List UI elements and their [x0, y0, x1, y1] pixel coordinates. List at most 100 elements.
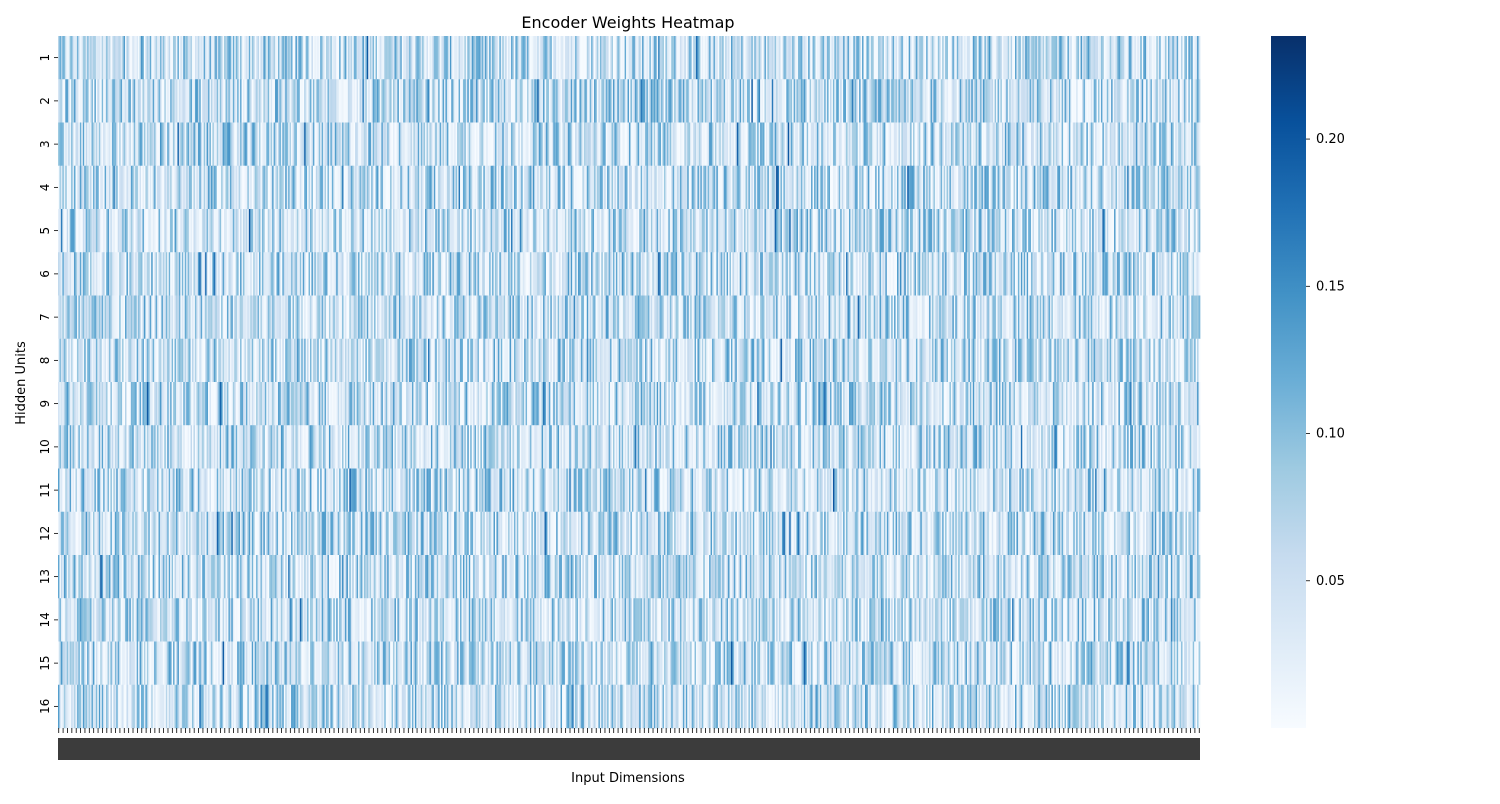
heatmap-cell [1000, 209, 1003, 253]
heatmap-cell [497, 79, 500, 123]
heatmap-cell [679, 165, 682, 210]
heatmap-cell [898, 122, 901, 167]
heatmap-cell [487, 36, 490, 80]
heatmap-cell [655, 79, 658, 123]
heatmap-cell [978, 165, 981, 210]
heatmap-cell [962, 79, 965, 123]
heatmap-cell [518, 122, 521, 167]
heatmap-cell [864, 36, 867, 80]
heatmap-cell [420, 79, 423, 123]
heatmap-cell [1149, 165, 1151, 210]
heatmap-cell [765, 122, 768, 167]
heatmap-cell [869, 165, 872, 210]
heatmap-cell [390, 36, 392, 80]
heatmap-cell [422, 122, 424, 167]
heatmap-cell [242, 122, 245, 167]
heatmap-cell [706, 209, 709, 253]
heatmap-cell [277, 209, 280, 253]
heatmap-cell [279, 79, 282, 123]
heatmap-cell [649, 79, 652, 123]
heatmap-cell [1185, 36, 1188, 80]
heatmap-cell [254, 165, 257, 210]
heatmap-cell [930, 79, 933, 123]
heatmap-cell [1170, 79, 1173, 123]
heatmap-cell [282, 165, 285, 210]
heatmap-cell [184, 79, 187, 123]
heatmap-cell [59, 209, 62, 253]
heatmap-cell [722, 122, 725, 167]
heatmap-cell [646, 36, 649, 80]
heatmap-cell [812, 209, 815, 253]
heatmap-cell [588, 36, 591, 80]
heatmap-cell [873, 36, 876, 80]
heatmap-cell [540, 209, 542, 253]
heatmap-cell [234, 209, 237, 253]
heatmap-cell [516, 165, 519, 210]
heatmap-cell [636, 36, 639, 80]
heatmap-cell [200, 79, 203, 123]
heatmap-cell [955, 209, 958, 253]
heatmap-cell [231, 79, 234, 123]
heatmap-cell [1165, 79, 1167, 123]
heatmap-cell [308, 122, 311, 167]
heatmap-cell [280, 165, 283, 210]
heatmap-cell [189, 209, 191, 253]
heatmap-cell [873, 79, 876, 123]
heatmap-cell [126, 79, 129, 123]
heatmap-cell [856, 36, 859, 80]
heatmap-cell [672, 79, 675, 123]
heatmap-cell [943, 165, 946, 210]
heatmap-cell [862, 36, 864, 80]
heatmap-cell [1182, 122, 1185, 167]
heatmap-cell [990, 122, 993, 167]
heatmap-cell [813, 165, 816, 210]
heatmap-cell [152, 36, 155, 80]
heatmap-cell [448, 122, 451, 167]
heatmap-cell [257, 122, 260, 167]
heatmap-cell [1076, 122, 1078, 167]
heatmap-cell [824, 79, 826, 123]
heatmap-cell [193, 36, 196, 80]
heatmap-cell [275, 165, 277, 210]
heatmap-cell [559, 79, 561, 123]
heatmap-cell [487, 209, 490, 253]
heatmap-cell [307, 79, 309, 123]
heatmap-cell [828, 209, 831, 253]
heatmap-cell [503, 209, 506, 253]
heatmap-cell [314, 79, 317, 123]
heatmap-cell [968, 122, 971, 167]
heatmap-cell [757, 79, 759, 123]
heatmap-cell [955, 122, 958, 167]
heatmap-cell [382, 209, 385, 253]
heatmap-cell [256, 209, 258, 253]
heatmap-cell [347, 36, 350, 80]
heatmap-cell [449, 209, 452, 253]
heatmap-cell [342, 36, 344, 80]
heatmap-cell [566, 209, 569, 253]
heatmap-cell [541, 79, 544, 123]
heatmap-cell [1134, 36, 1137, 80]
heatmap-cell [419, 209, 422, 253]
heatmap-cell [356, 79, 359, 123]
heatmap-cell [410, 122, 413, 167]
heatmap-cell [805, 165, 808, 210]
heatmap-cell [114, 36, 117, 80]
heatmap-cell [358, 79, 360, 123]
heatmap-cell [601, 79, 604, 123]
heatmap-cell [872, 79, 875, 123]
heatmap-cell [425, 209, 427, 253]
heatmap-cell [148, 209, 151, 253]
heatmap-cell [707, 209, 710, 253]
heatmap-cell [1022, 165, 1025, 210]
heatmap-cell [567, 122, 570, 167]
heatmap-cell [725, 36, 727, 80]
heatmap-cell [594, 165, 596, 210]
heatmap-cell [398, 79, 401, 123]
heatmap-cell [921, 209, 924, 253]
heatmap-cell [170, 122, 172, 167]
heatmap-cell [213, 79, 216, 123]
heatmap-cell [141, 165, 143, 210]
heatmap-cell [175, 122, 178, 167]
heatmap-cell [1057, 36, 1060, 80]
heatmap-cell [123, 122, 126, 167]
